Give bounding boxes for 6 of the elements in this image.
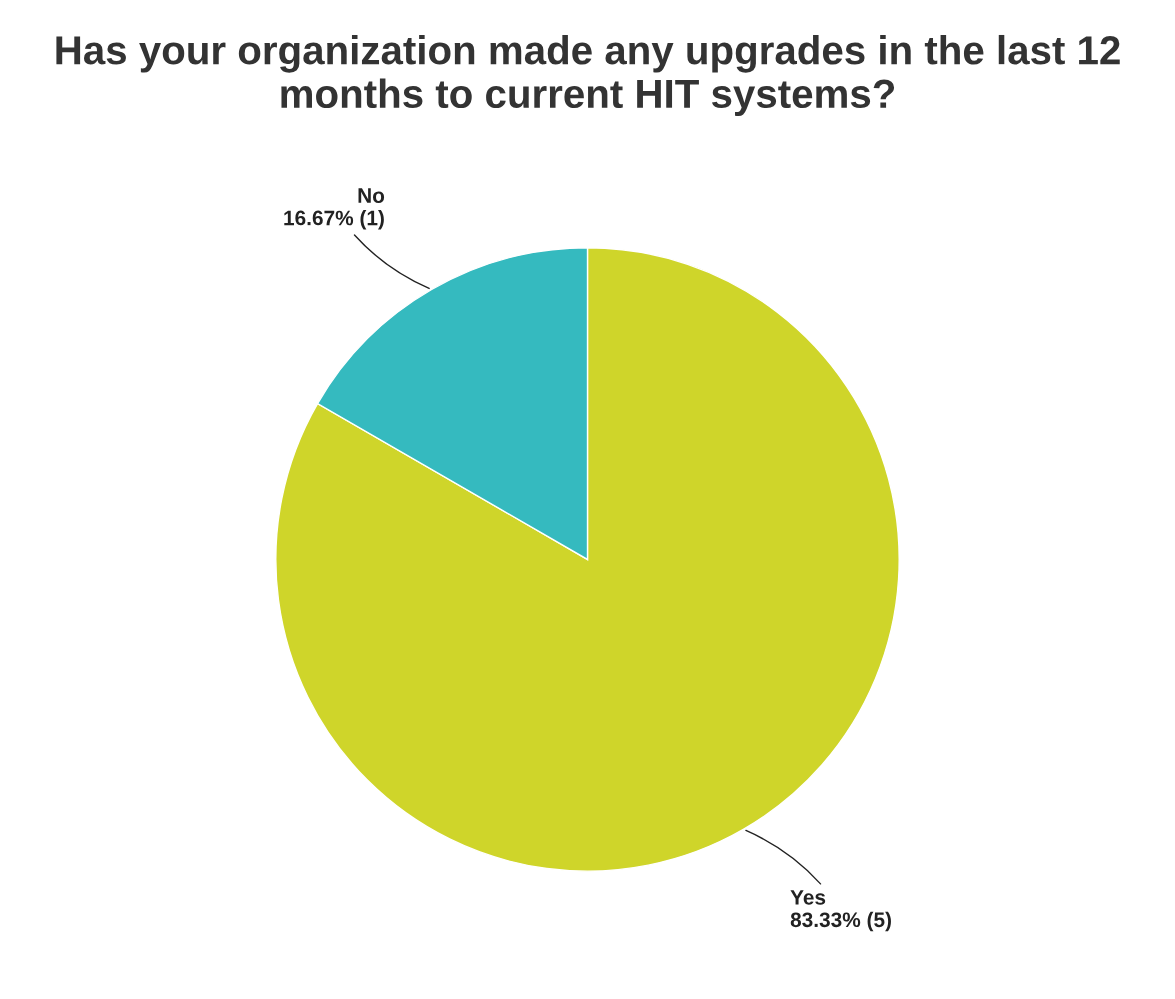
data-label: 16.67% (1) — [284, 210, 384, 230]
slice-label: Yes — [790, 890, 826, 905]
slice-label: No — [358, 188, 385, 203]
data-label: 83.33% (5) — [790, 911, 891, 932]
chart-title: Has your organization made any upgrades in the last 12 months to current HIT systems? — [56, 34, 1120, 117]
pie-slice — [275, 247, 900, 872]
